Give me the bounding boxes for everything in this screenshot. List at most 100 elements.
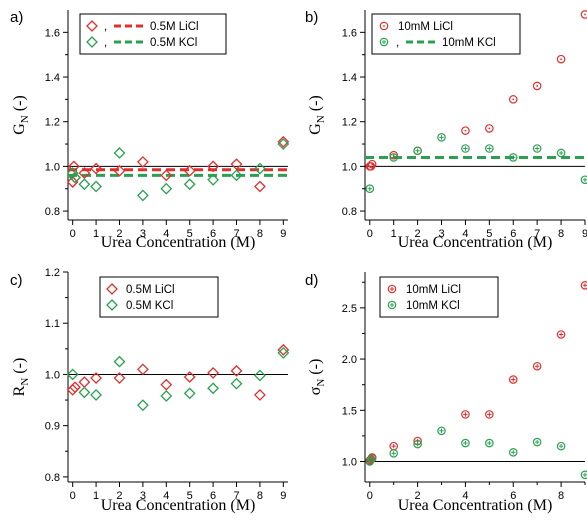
legend-marker: [387, 300, 397, 310]
data-point: [437, 426, 446, 436]
series-red: [66, 135, 290, 193]
data-point: [461, 126, 470, 135]
chart-panel-4: d) 0 2 4 6 8 1.0 1.5 2.0 2.5 Urea Concentration (M…: [305, 272, 587, 514]
legend-label: 10mM LiCl: [406, 284, 461, 296]
data-point: [485, 438, 494, 448]
data-point: [485, 124, 494, 133]
data-point: [485, 410, 494, 419]
legend: 10mM LiCl, 10mM KCl: [371, 13, 521, 55]
data-point: [389, 153, 398, 162]
y-tick-label: 1.4: [342, 72, 357, 84]
series-red: [365, 281, 587, 465]
data-point: [230, 377, 243, 390]
legend-marker: [379, 37, 389, 47]
y-axis-title: GN (-): [307, 95, 327, 135]
data-point: [113, 147, 126, 159]
panel-label: c): [10, 272, 23, 289]
x-tick-label: 4: [163, 490, 169, 502]
y-axis-title-main: σ: [307, 386, 324, 395]
data-point: [230, 169, 243, 182]
x-tick-label: 2: [116, 490, 122, 502]
marker-ring: [461, 126, 470, 135]
marker-ring: [556, 441, 566, 451]
marker-ring: [556, 54, 566, 64]
marker-dot: [488, 127, 491, 130]
data-point: [78, 178, 91, 191]
legend: 10mM LiCl 10mM KCl: [379, 276, 499, 318]
marker-dot: [536, 85, 539, 87]
data-point: [461, 438, 470, 448]
data-point: [365, 184, 375, 194]
data-point: [66, 368, 79, 381]
marker-ring: [389, 449, 398, 458]
data-point: [230, 364, 243, 377]
marker-ring: [556, 148, 566, 158]
legend-marker: [86, 20, 98, 32]
x-tick-label: 4: [462, 490, 468, 502]
x-axis-title: Urea Concentration (M): [101, 234, 256, 251]
x-tick-label: 9: [582, 228, 587, 240]
data-point: [580, 470, 587, 480]
marker-ring: [413, 146, 422, 156]
x-tick-label: 3: [140, 228, 146, 240]
data-point: [389, 449, 398, 458]
x-tick-label: 1: [93, 228, 99, 240]
marker-dot: [584, 13, 586, 16]
legend-label: 10mM KCl: [406, 300, 460, 312]
legend-comma: ,: [104, 21, 107, 33]
y-tick-label: 0.8: [342, 206, 357, 218]
legend-box: [99, 276, 219, 318]
data-point: [136, 155, 149, 168]
x-tick-label: 6: [210, 490, 216, 502]
marker-dot: [383, 25, 385, 27]
marker-ring: [508, 447, 518, 457]
x-tick-label: 0: [70, 228, 76, 240]
marker-ring: [580, 10, 587, 19]
x-tick-label: 0: [367, 228, 373, 240]
series-green: [365, 426, 587, 480]
x-tick-label: 0: [367, 490, 373, 502]
marker-ring: [556, 330, 566, 339]
data-point: [367, 454, 377, 463]
marker-ring: [532, 361, 542, 371]
data-point: [508, 153, 518, 162]
marker-ring: [413, 439, 422, 449]
chart-panel-3: c) 0 1 2 3 4 5 6 7 8 9 0.8 0.9 1.0 1.1 1.2 Urea Concentr…: [10, 267, 290, 514]
legend-label: 10mM KCl: [442, 37, 496, 49]
marker-ring: [485, 410, 494, 419]
data-point: [461, 144, 470, 153]
x-tick-label: 2: [415, 228, 421, 240]
panel-label: b): [305, 9, 318, 26]
y-axis-title-sub: N: [19, 115, 31, 123]
y-tick-label: 1.5: [342, 405, 357, 417]
data-point: [113, 355, 126, 368]
legend-box: [79, 13, 227, 55]
marker-ring: [379, 21, 389, 31]
marker-ring: [366, 455, 376, 464]
y-tick-label: 1.2: [45, 267, 60, 279]
data-point: [78, 376, 91, 389]
data-point: [277, 347, 290, 359]
x-tick-label: 1: [93, 490, 99, 502]
data-point: [253, 389, 266, 401]
marker-ring: [461, 410, 470, 419]
x-tick-label: 3: [438, 228, 444, 240]
marker-ring: [485, 438, 494, 448]
y-axis-title-unit: (-): [307, 359, 324, 379]
data-point: [160, 182, 173, 195]
y-tick-label: 1.6: [45, 27, 60, 39]
data-point: [136, 399, 149, 412]
marker-ring: [461, 144, 470, 153]
x-tick-label: 4: [462, 228, 468, 240]
legend-label: 0.5M LiCl: [150, 21, 199, 33]
marker-ring: [365, 184, 375, 194]
x-tick-label: 7: [534, 228, 540, 240]
data-point: [580, 175, 587, 185]
x-tick-label: 9: [280, 490, 286, 502]
data-point: [253, 369, 266, 382]
data-point: [69, 381, 81, 394]
y-axis-title-main: R: [11, 385, 28, 396]
y-axis-title-sub: N: [19, 378, 31, 386]
data-point: [556, 441, 566, 451]
